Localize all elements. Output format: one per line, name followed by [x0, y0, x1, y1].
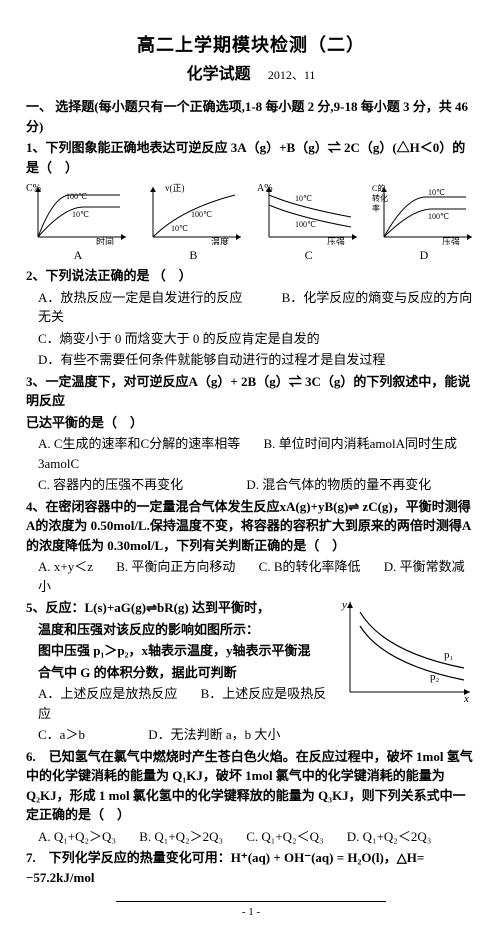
svg-text:10℃: 10℃ [171, 224, 188, 233]
q5-stem: 5、反应：L(s)+aG(g)⇌bR(g) 达到平衡时， [26, 598, 328, 618]
graph-d: C的 转化 率 10℃ 100℃ 压强 D [372, 181, 476, 264]
q3-stem: 3、一定温度下，对可逆反应A（g）+ 2B（g）⇌ 3C（g）的下列叙述中，能说… [26, 372, 476, 411]
svg-text:压强: 压强 [327, 237, 345, 245]
svg-text:压强: 压强 [442, 237, 460, 245]
q5-opts-row2: C．a＞b D．无法判断 a，b 大小 [38, 725, 328, 745]
svg-text:A%: A% [257, 183, 273, 194]
footer-divider [116, 901, 386, 902]
q6-stem: 6. 已知氢气在氯气中燃烧时产生苍白色火焰。在反应过程中，破坏 1mol 氢气中… [26, 747, 476, 825]
q1-graphs: C% 100℃ 10℃ 时间 A v(正) 100℃ 10℃ 温度 B [26, 181, 476, 264]
date: 2012、11 [268, 68, 316, 82]
page-number: - 1 - [242, 906, 260, 918]
subtitle-row: 化学试题 2012、11 [26, 63, 476, 87]
q5-l2: 图中压强 p₁＞p₂，x轴表示温度，y轴表示平衡混 [38, 641, 328, 661]
q5-c: C．a＞b [38, 727, 85, 742]
svg-text:10℃: 10℃ [428, 188, 445, 197]
svg-text:温度: 温度 [211, 236, 229, 245]
section-1-head: 一、 选择题(每小题只有一个正确选项,1-8 每小题 2 分,9-18 每小题 … [26, 97, 476, 136]
q6-a: A. Q₁+Q₂＞Q₃ [38, 829, 116, 844]
q4-a: A. x+y＜z [38, 559, 93, 574]
subtitle: 化学试题 [187, 66, 251, 83]
q1-stem: 1、下列图象能正确地表达可逆反应 3A（g）+B（g）⇌ 2C（g）(△H＜0）… [26, 138, 476, 177]
page-title: 高二上学期模块检测（二） [26, 32, 476, 59]
q3-c: C. 容器内的压强不再变化 [38, 477, 183, 492]
svg-text:10℃: 10℃ [295, 194, 312, 203]
graph-b: v(正) 100℃ 10℃ 温度 B [141, 181, 245, 264]
svg-text:C的: C的 [372, 183, 385, 193]
q4-d: D. 平衡常数减小 [38, 559, 465, 594]
q5-l1: 温度和压强对该反应的影响如图所示： [38, 620, 328, 640]
q6-b: B. Q₁+Q₂＞2Q₃ [139, 829, 223, 844]
q3-stem2: 已达平衡的是（ ） [26, 413, 476, 433]
q5-graph: y x p₁ p₂ [336, 596, 476, 706]
svg-text:100℃: 100℃ [428, 212, 449, 221]
q3-d: D. 混合气体的物质的量不再变化 [246, 477, 431, 492]
svg-text:v(正): v(正) [165, 183, 185, 193]
svg-text:率: 率 [372, 203, 380, 213]
q6-d: D. Q₁+Q₂＜2Q₃ [347, 829, 431, 844]
graph-d-label: D [372, 246, 476, 264]
q4-stem: 4、在密闭容器中的一定量混合气体发生反应xA(g)+yB(g)⇌ zC(g)，平… [26, 497, 476, 556]
q7-stem: 7. 下列化学反应的热量变化可用：H⁺(aq) + OH⁻(aq) = H₂O(… [26, 848, 476, 887]
q5-d: D．无法判断 a，b 大小 [148, 727, 280, 742]
svg-text:p₁: p₁ [444, 649, 454, 661]
q2-a: A．放热反应一定是自发进行的反应 [38, 290, 242, 305]
page-footer: - 1 - [26, 897, 476, 921]
q6-c: C. Q₁+Q₂＜Q₃ [246, 829, 323, 844]
q5-opts-row1: A．上述反应是放热反应 B．上述反应是吸热反应 [38, 684, 328, 723]
q2-d: D．有些不需要任何条件就能够自动进行的过程才是自发过程 [38, 350, 476, 370]
graph-c-label: C [257, 246, 361, 264]
q2-c: C．熵变小于 0 而焓变大于 0 的反应肯定是自发的 [38, 329, 476, 349]
q3-opts-row1: A. C生成的速率和C分解的速率相等 B. 单位时间内消耗amolA同时生成3a… [38, 434, 476, 473]
q5-l3: 合气中 G 的体积分数，据此可判断 [38, 663, 328, 683]
svg-text:转化: 转化 [372, 193, 388, 203]
graph-a: C% 100℃ 10℃ 时间 A [26, 181, 130, 264]
svg-text:p₂: p₂ [430, 671, 440, 683]
q4-b: B. 平衡向正方向移动 [116, 559, 235, 574]
svg-text:100℃: 100℃ [66, 192, 87, 201]
q3-opts-row2: C. 容器内的压强不再变化 D. 混合气体的物质的量不再变化 [38, 475, 476, 495]
svg-text:100℃: 100℃ [295, 220, 316, 229]
svg-text:y: y [341, 599, 347, 611]
svg-text:时间: 时间 [96, 236, 114, 245]
svg-text:C%: C% [26, 183, 41, 194]
svg-text:100℃: 100℃ [191, 210, 212, 219]
q4-opts: A. x+y＜z B. 平衡向正方向移动 C. B的转化率降低 D. 平衡常数减… [38, 557, 476, 596]
graph-a-label: A [26, 246, 130, 264]
q5-a: A．上述反应是放热反应 [38, 686, 177, 701]
svg-text:10℃: 10℃ [72, 210, 89, 219]
q3-a: A. C生成的速率和C分解的速率相等 [38, 436, 240, 451]
graph-c: A% 10℃ 100℃ 压强 C [257, 181, 361, 264]
q2-stem: 2、下列说法正确的是 （ ） [26, 266, 476, 286]
q4-c: C. B的转化率降低 [259, 559, 361, 574]
q6-opts: A. Q₁+Q₂＞Q₃ B. Q₁+Q₂＞2Q₃ C. Q₁+Q₂＜Q₃ D. … [38, 827, 476, 847]
graph-b-label: B [141, 246, 245, 264]
q2-opts-row1: A．放热反应一定是自发进行的反应 B．化学反应的熵变与反应的方向无关 [38, 288, 476, 327]
svg-text:x: x [463, 693, 469, 705]
